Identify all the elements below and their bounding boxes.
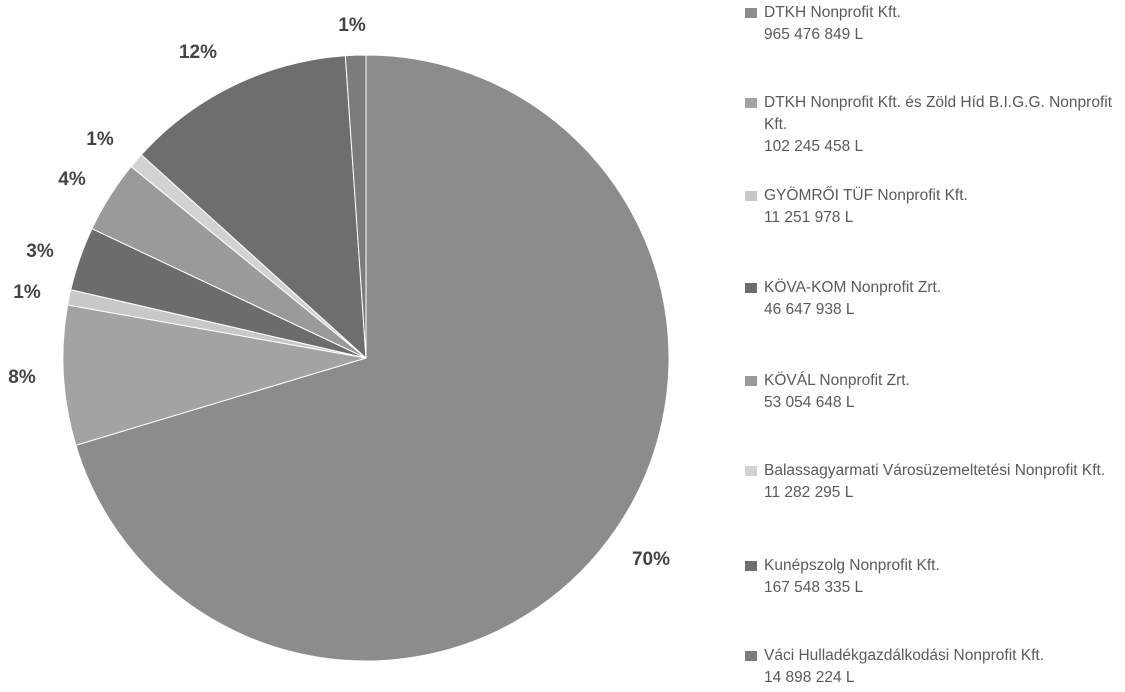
legend-swatch (745, 561, 757, 571)
legend-label: DTKH Nonprofit Kft. és Zöld Híd B.I.G.G.… (764, 94, 1113, 133)
slice-percent-label: 12% (179, 42, 217, 63)
pie-chart: 70%8%1%3%4%1%12%1% (8, 15, 670, 662)
slice-percent-label: 1% (86, 129, 114, 150)
legend-swatch (745, 376, 757, 386)
legend-item: Balassagyarmati Városüzemeltetési Nonpro… (745, 460, 1120, 504)
legend-volume: 11 282 295 L (764, 484, 854, 501)
legend-swatch (745, 651, 757, 661)
legend-item: Kunépszolg Nonprofit Kft. 167 548 335 L (745, 555, 1120, 599)
legend-volume: 167 548 335 L (764, 579, 864, 596)
legend-label: KÖVÁL Nonprofit Zrt. (764, 372, 910, 389)
legend-volume: 46 647 938 L (764, 301, 855, 318)
legend-volume: 965 476 849 L (764, 26, 864, 43)
legend-swatch (745, 191, 757, 201)
legend-label: DTKH Nonprofit Kft. (764, 4, 901, 21)
legend-swatch (745, 98, 757, 108)
legend-item: KÖVA-KOM Nonprofit Zrt. 46 647 938 L (745, 277, 1120, 321)
legend-item: DTKH Nonprofit Kft. és Zöld Híd B.I.G.G.… (745, 92, 1120, 158)
legend-item: KÖVÁL Nonprofit Zrt. 53 054 648 L (745, 370, 1120, 414)
legend-volume: 11 251 978 L (764, 209, 854, 226)
legend-swatch (745, 283, 757, 293)
legend-label: KÖVA-KOM Nonprofit Zrt. (764, 279, 942, 296)
legend-label: Balassagyarmati Városüzemeltetési Nonpro… (764, 462, 1106, 479)
legend-volume: 53 054 648 L (764, 394, 855, 411)
legend-item: Váci Hulladékgazdálkodási Nonprofit Kft.… (745, 645, 1120, 689)
pie-slice (62, 304, 367, 446)
slice-percent-label: 1% (338, 15, 366, 36)
legend-label: Kunépszolg Nonprofit Kft. (764, 557, 940, 574)
slice-percent-label: 1% (13, 282, 41, 303)
legend-swatch (745, 8, 757, 18)
legend-volume: 102 245 458 L (764, 138, 864, 155)
pie-slice (140, 55, 367, 360)
slice-percent-label: 4% (58, 169, 86, 190)
pie-slice (344, 54, 367, 359)
legend-swatch (745, 466, 757, 476)
legend-item: DTKH Nonprofit Kft. 965 476 849 L (745, 2, 1120, 46)
legend-label: GYÖMRŐI TÜF Nonprofit Kft. (764, 187, 968, 204)
legend-item: GYÖMRŐI TÜF Nonprofit Kft. 11 251 978 L (745, 185, 1120, 229)
legend-volume: 14 898 224 L (764, 669, 855, 686)
slice-percent-label: 8% (8, 367, 36, 388)
pie-slice (75, 54, 670, 662)
slice-percent-label: 3% (26, 241, 54, 262)
legend-label: Váci Hulladékgazdálkodási Nonprofit Kft. (764, 647, 1045, 664)
slice-percent-label: 70% (632, 549, 670, 570)
